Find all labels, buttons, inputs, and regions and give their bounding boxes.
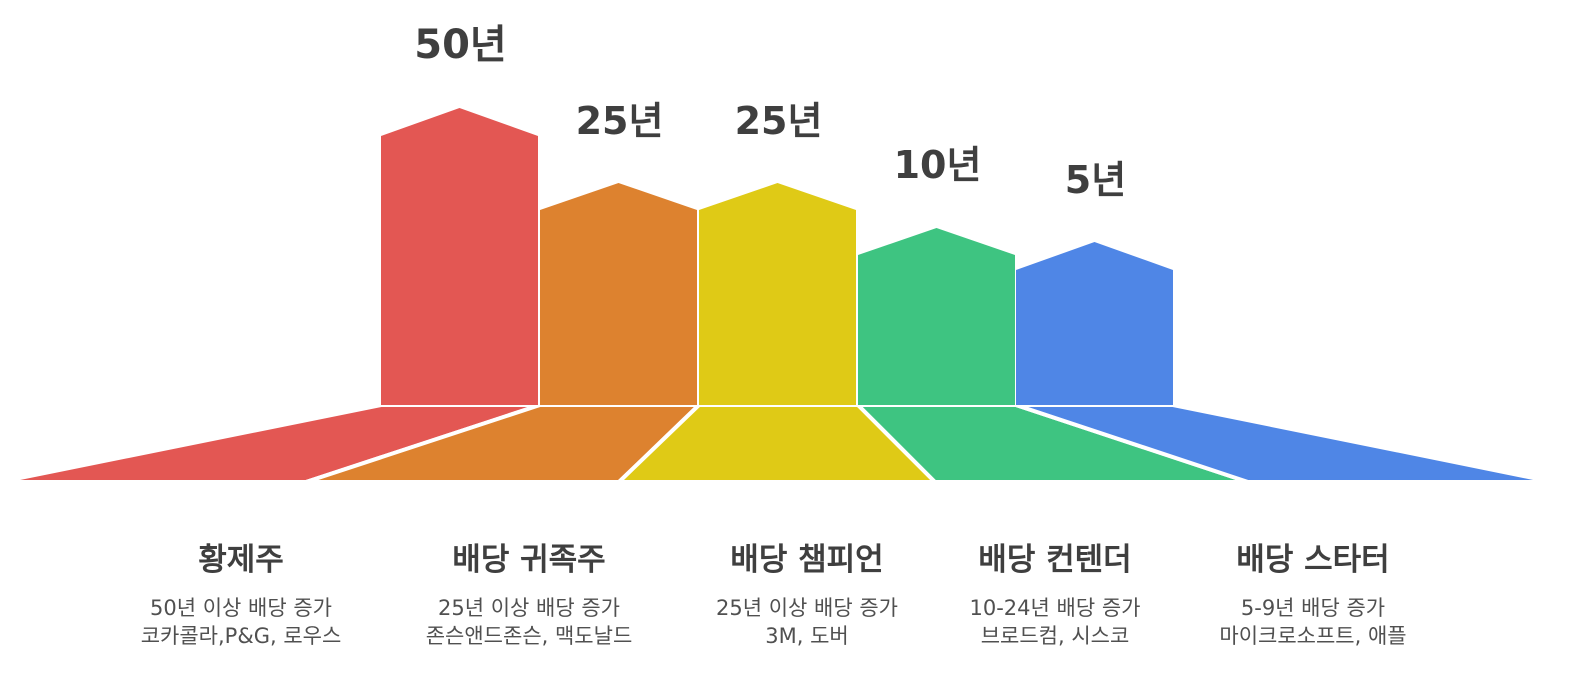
tier-description: 5-9년 배당 증가 — [1240, 596, 1386, 620]
tier-bar-3 — [699, 183, 856, 405]
tier-examples: 브로드컴, 시스코 — [980, 624, 1130, 648]
tier-years-label-3: 25년 — [735, 99, 823, 143]
tier-years-label-4: 10년 — [894, 143, 982, 187]
tier-examples: 코카콜라,P&G, 로우스 — [140, 624, 342, 648]
tier-bar-4 — [858, 228, 1015, 405]
tier-description: 25년 이상 배당 증가 — [716, 596, 898, 620]
tier-years-label-1: 50년 — [414, 22, 506, 68]
tier-name: 배당 컨텐더 — [978, 542, 1132, 578]
tier-name: 배당 스타터 — [1236, 542, 1390, 578]
tier-caption-3: 배당 챔피언 25년 이상 배당 증가 3M, 도버 — [677, 540, 937, 650]
tier-description: 10-24년 배당 증가 — [969, 596, 1141, 620]
tier-description: 50년 이상 배당 증가 — [150, 596, 332, 620]
tier-bar-5 — [1016, 242, 1173, 405]
tier-years-label-5: 5년 — [1065, 158, 1126, 202]
tier-name: 황제주 — [198, 542, 284, 578]
tier-examples: 3M, 도버 — [765, 624, 849, 648]
tier-years-label-2: 25년 — [576, 99, 664, 143]
tier-bar-1 — [381, 108, 538, 405]
tier-examples: 존슨앤드존슨, 맥도날드 — [425, 624, 633, 648]
tier-bar-2 — [540, 183, 697, 405]
tier-examples: 마이크로소프트, 애플 — [1219, 624, 1407, 648]
tier-description: 25년 이상 배당 증가 — [438, 596, 620, 620]
tier-name: 배당 귀족주 — [452, 542, 606, 578]
tier-name: 배당 챔피언 — [730, 542, 884, 578]
